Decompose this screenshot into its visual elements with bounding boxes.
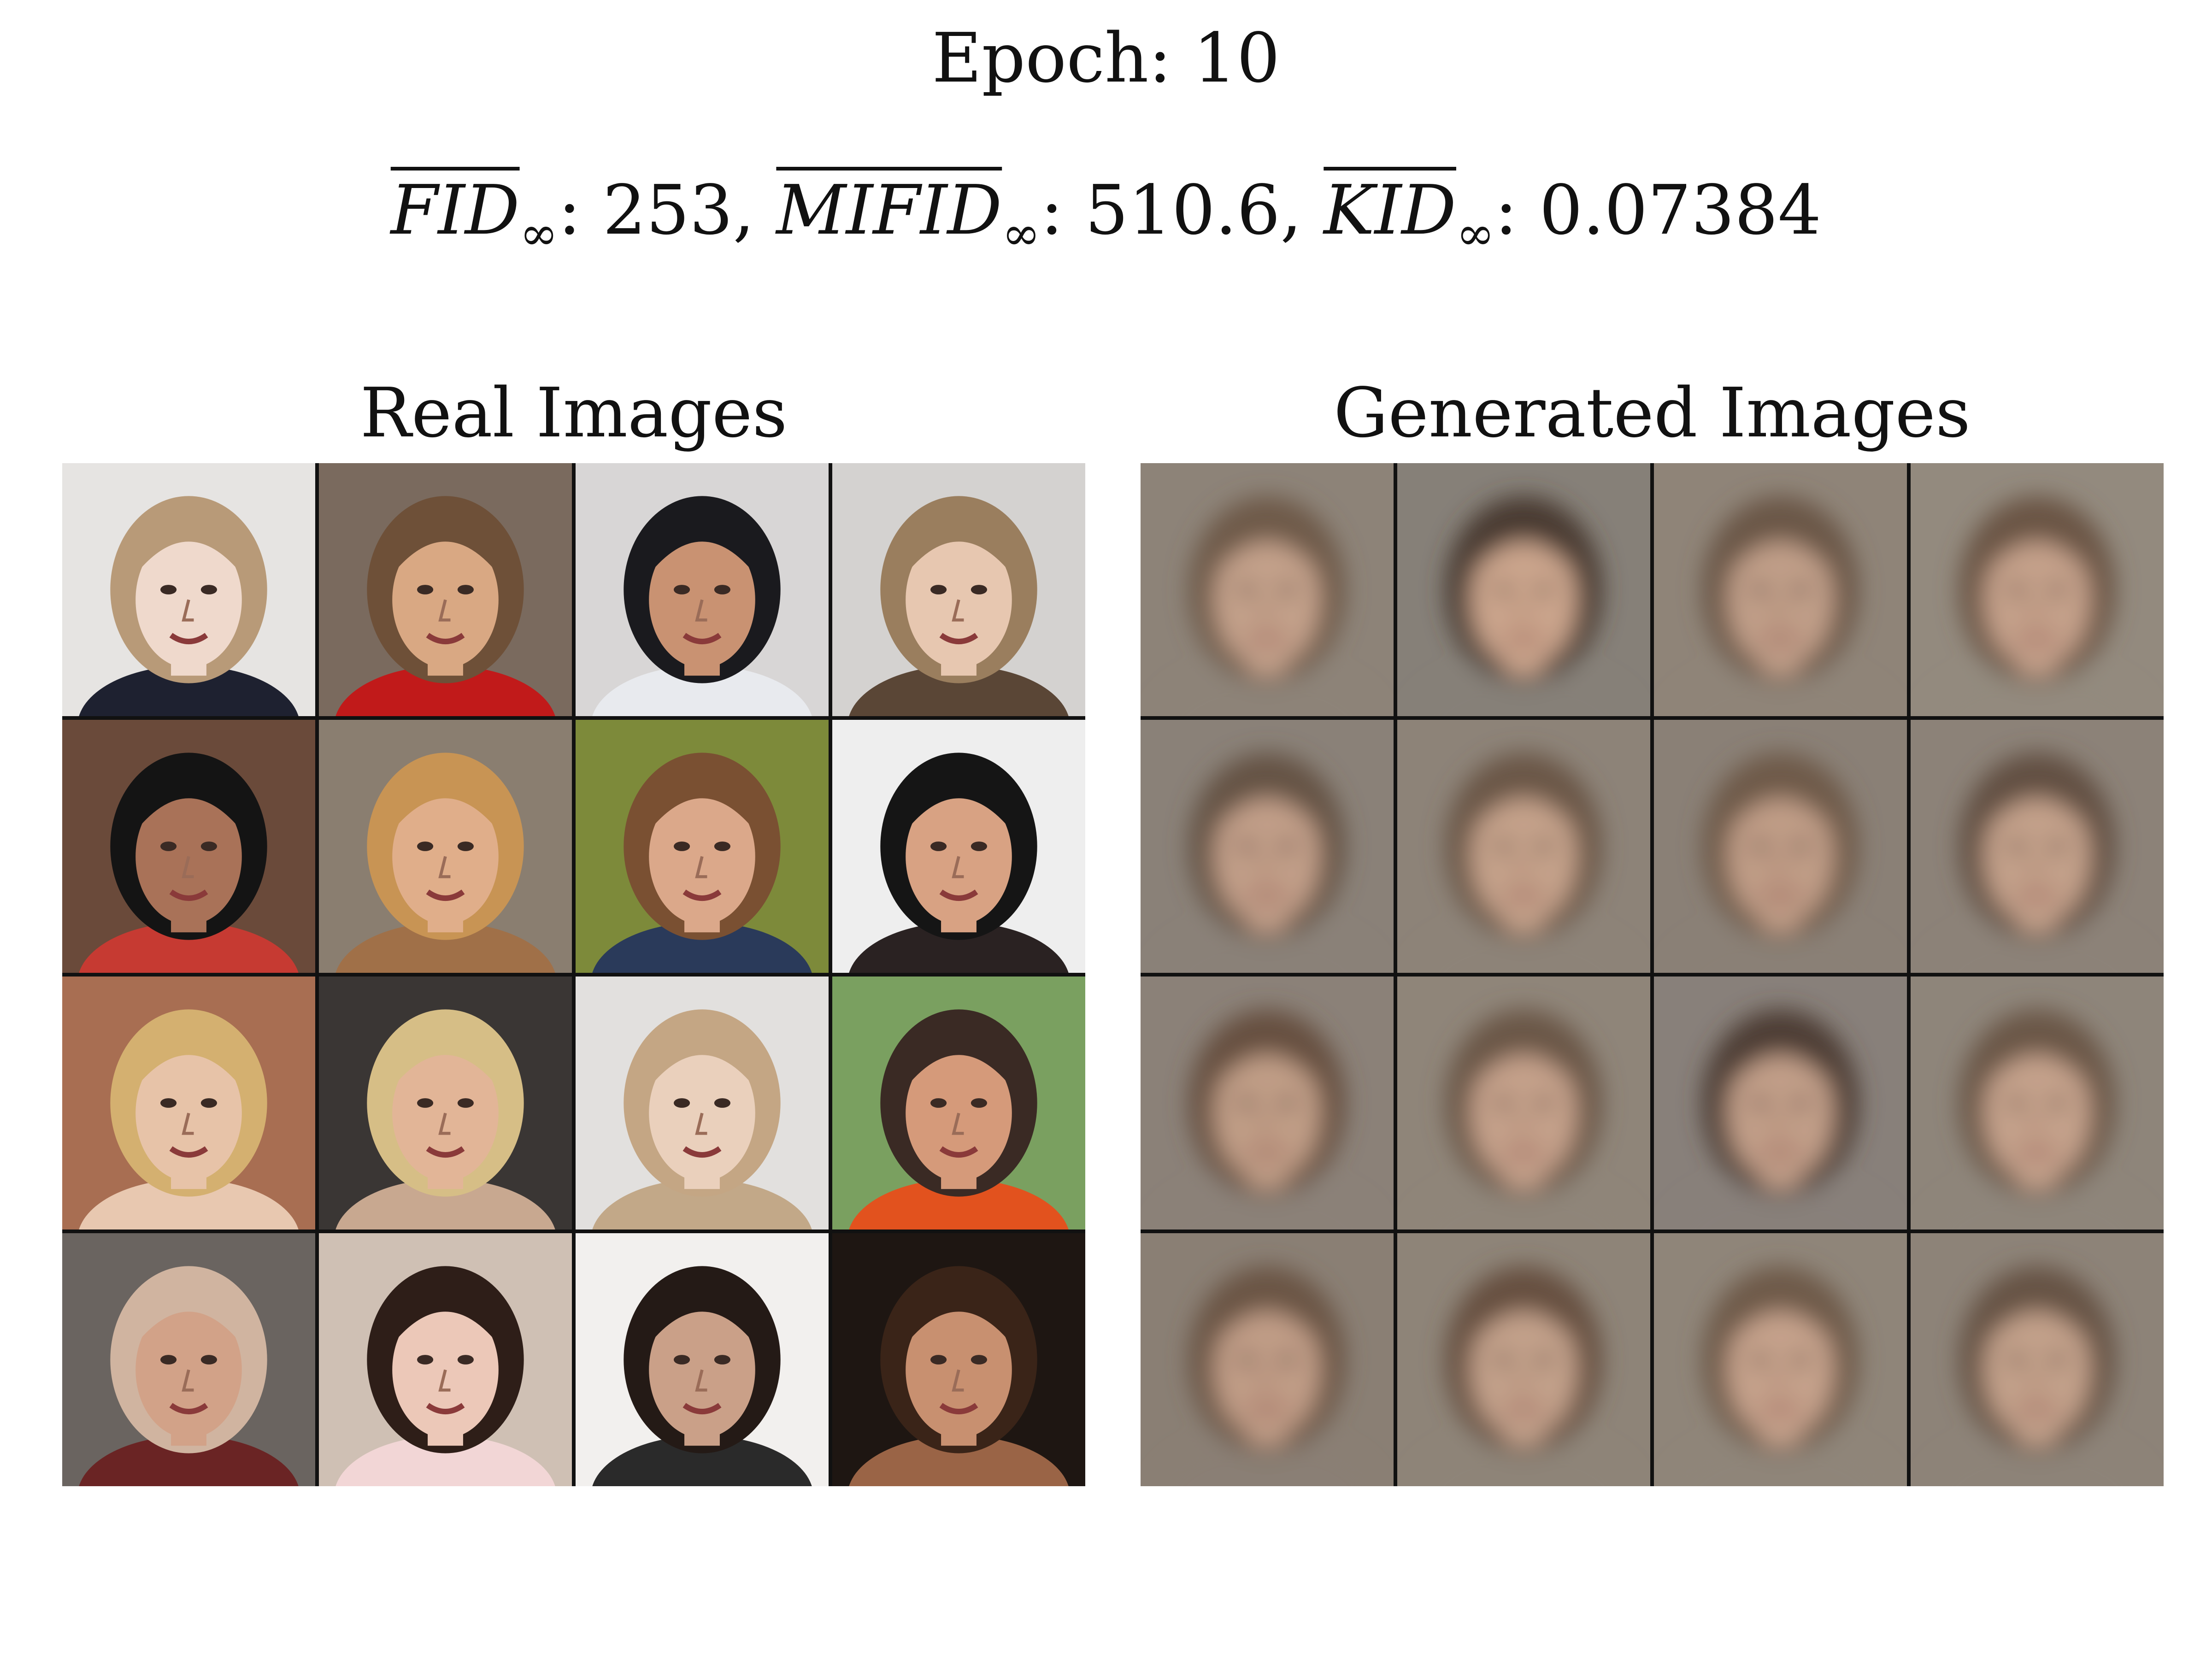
generated-image-tile [1911,720,2164,973]
real-image-tile [832,720,1085,973]
real-image-tile [576,720,829,973]
generated-face-image [1654,977,1907,1230]
real-face-image [576,977,829,1230]
real-image-tile [576,977,829,1230]
real-image-tile [319,977,572,1230]
real-image-tile [576,463,829,716]
metric-name: KID [1324,171,1456,250]
real-image-tile [319,1233,572,1486]
real-face-image [62,720,315,973]
real-image-tile [576,1233,829,1486]
generated-image-tile [1911,977,2164,1230]
metric-separator: , [1280,171,1324,250]
generated-face-image [1141,463,1394,716]
metric-subscript: ∞ [1456,206,1495,260]
real-image-tile [832,463,1085,716]
real-face-image [576,720,829,973]
epoch-title: Epoch: 10 [932,18,1280,98]
real-face-image [319,977,572,1230]
generated-face-image [1397,720,1650,973]
generated-image-tile [1141,1233,1394,1486]
real-image-tile [62,977,315,1230]
generated-face-image [1141,720,1394,973]
generated-images-title: Generated Images [1334,373,1971,453]
generated-face-image [1397,977,1650,1230]
real-image-tile [832,977,1085,1230]
real-images-title: Real Images [360,373,788,453]
generated-face-image [1911,463,2164,716]
generated-image-tile [1911,463,2164,716]
generated-image-tile [1141,977,1394,1230]
real-image-tile [62,1233,315,1486]
real-image-tile [62,463,315,716]
generated-image-tile [1654,463,1907,716]
metric-name: MIFID [776,171,1002,250]
generated-image-tile [1397,463,1650,716]
metric-subscript: ∞ [519,206,558,260]
generated-face-image [1397,1233,1650,1486]
real-face-image [832,1233,1085,1486]
real-face-image [832,977,1085,1230]
real-face-image [62,977,315,1230]
real-face-image [319,463,572,716]
generated-image-tile [1911,1233,2164,1486]
real-face-image [319,1233,572,1486]
metric-kid: KID∞: 0.07384 [1324,171,1822,260]
generated-face-image [1911,720,2164,973]
generated-face-image [1911,1233,2164,1486]
real-image-tile [319,720,572,973]
metrics-line: FID∞: 253, MIFID∞: 510.6, KID∞: 0.07384 [0,171,2212,260]
metric-value: 0.07384 [1539,171,1822,250]
real-face-image [576,1233,829,1486]
metric-name: FID [390,171,520,250]
generated-image-tile [1141,720,1394,973]
real-face-image [62,1233,315,1486]
real-face-image [832,463,1085,716]
real-image-tile [319,463,572,716]
generated-image-tile [1397,1233,1650,1486]
metric-separator: , [733,171,777,250]
generated-face-image [1911,977,2164,1230]
metric-subscript: ∞ [1002,206,1041,260]
generated-image-tile [1141,463,1394,716]
metric-mifid: MIFID∞: 510.6, [776,171,1324,260]
generated-image-tile [1397,977,1650,1230]
generated-face-image [1654,1233,1907,1486]
generated-face-image [1141,1233,1394,1486]
metric-fid: FID∞: 253, [390,171,777,260]
metric-value: 510.6 [1085,171,1281,250]
generated-face-image [1654,720,1907,973]
generated-image-tile [1397,720,1650,973]
real-image-tile [832,1233,1085,1486]
real-image-tile [62,720,315,973]
real-face-image [576,463,829,716]
generated-image-tile [1654,720,1907,973]
real-face-image [832,720,1085,973]
generated-face-image [1397,463,1650,716]
metric-value: 253 [602,171,733,250]
generated-images-grid [1141,463,2164,1486]
real-face-image [319,720,572,973]
generated-image-tile [1654,977,1907,1230]
real-images-grid [62,463,1085,1486]
generated-face-image [1141,977,1394,1230]
generated-face-image [1654,463,1907,716]
generated-image-tile [1654,1233,1907,1486]
real-face-image [62,463,315,716]
